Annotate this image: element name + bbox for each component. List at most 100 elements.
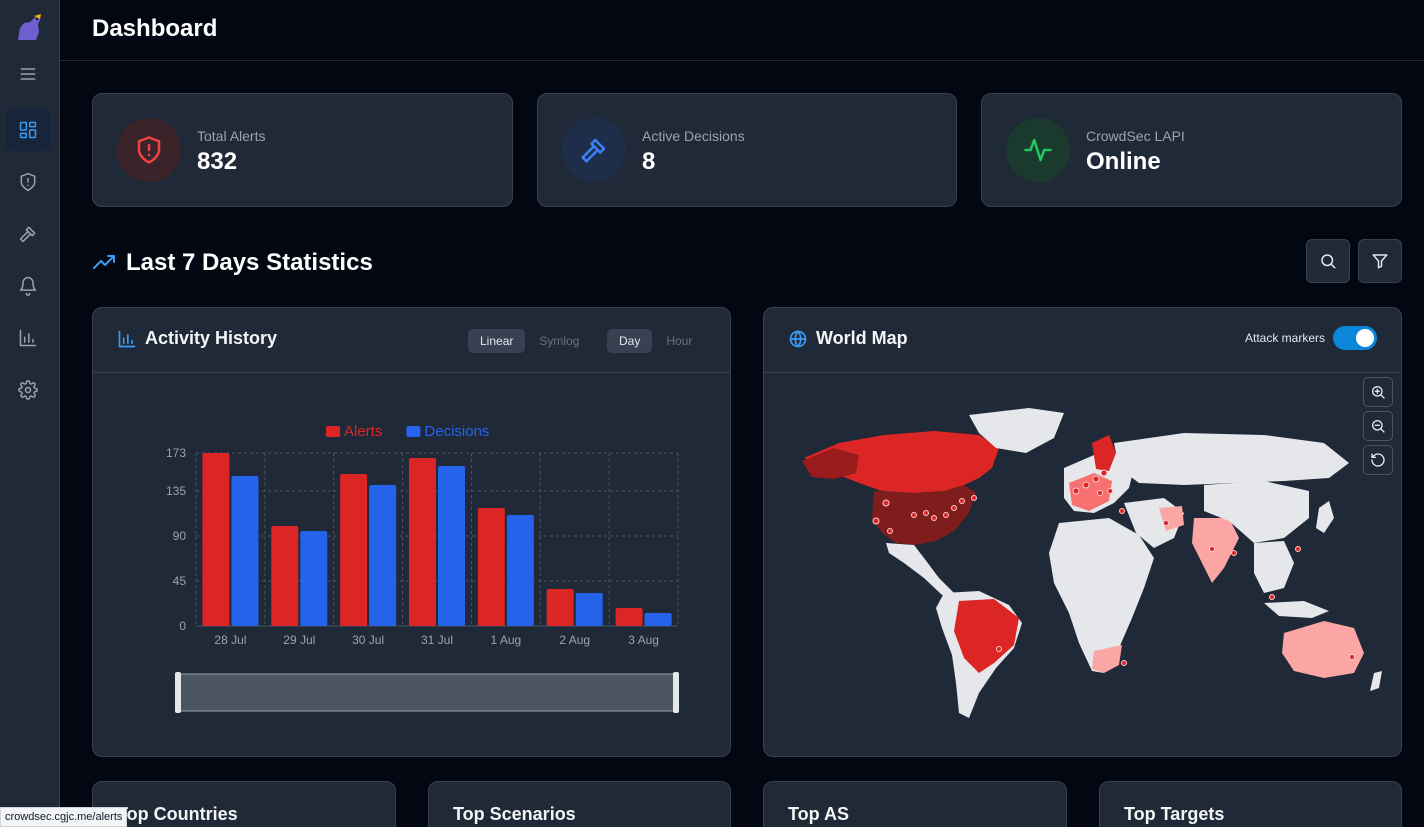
- filter-button[interactable]: [1358, 239, 1402, 283]
- top-countries-card: Top Countries: [92, 781, 396, 827]
- map-region-mexico[interactable]: [886, 543, 954, 595]
- world-map-panel: World Map Attack markers: [763, 307, 1402, 757]
- attack-marker[interactable]: [1209, 546, 1215, 552]
- attack-markers: [872, 469, 1355, 666]
- attack-marker[interactable]: [872, 517, 880, 525]
- map-region-brazil[interactable]: [954, 599, 1019, 673]
- map-region-western-europe[interactable]: [1069, 473, 1112, 511]
- card-title: Top Countries: [117, 804, 238, 824]
- range-slider-track: [176, 673, 678, 712]
- sidebar-item-decisions[interactable]: [5, 213, 51, 255]
- x-tick-label: 29 Jul: [283, 633, 315, 647]
- x-tick-label: 2 Aug: [559, 633, 590, 647]
- bar-alerts: [615, 608, 643, 626]
- attack-markers-toggle[interactable]: [1333, 326, 1377, 350]
- attack-marker[interactable]: [1072, 487, 1080, 495]
- shield-icon: [20, 172, 36, 192]
- map-region-japan[interactable]: [1316, 501, 1334, 533]
- search-button[interactable]: [1306, 239, 1350, 283]
- map-region-australia[interactable]: [1282, 621, 1364, 678]
- card-title: Top AS: [788, 804, 849, 824]
- top-as-card: Top AS: [763, 781, 1067, 827]
- attack-marker[interactable]: [943, 512, 949, 518]
- attack-marker[interactable]: [1092, 475, 1100, 483]
- zoom-in-button[interactable]: [1363, 377, 1393, 407]
- gavel-icon: [562, 118, 626, 182]
- scale-symlog-button[interactable]: Symlog: [539, 334, 580, 348]
- globe-icon: [789, 330, 807, 347]
- reset-icon: [1371, 453, 1385, 467]
- crowdsec-logo[interactable]: [14, 12, 44, 44]
- map-region-alaska[interactable]: [802, 448, 859, 479]
- map-region-new-zealand[interactable]: [1370, 671, 1382, 691]
- scale-linear-button[interactable]: Linear: [468, 329, 526, 353]
- attack-marker[interactable]: [1231, 550, 1237, 556]
- attack-marker[interactable]: [996, 646, 1002, 652]
- search-icon: [1321, 254, 1336, 269]
- attack-marker[interactable]: [911, 512, 917, 518]
- shield-alert-icon: [117, 118, 181, 182]
- attack-marker[interactable]: [1349, 654, 1355, 660]
- attack-marker[interactable]: [1163, 520, 1169, 526]
- attack-markers-label: Attack markers: [1244, 331, 1325, 345]
- attack-marker[interactable]: [882, 499, 890, 507]
- attack-marker[interactable]: [1107, 488, 1113, 494]
- filter-icon: [1372, 254, 1388, 269]
- stat-label: Active Decisions: [642, 128, 745, 144]
- sidebar-item-notifications[interactable]: [5, 265, 51, 307]
- attack-marker[interactable]: [1082, 481, 1090, 489]
- attack-marker[interactable]: [1119, 508, 1125, 514]
- sidebar-item-statistics[interactable]: [5, 317, 51, 359]
- map-region-south-africa[interactable]: [1092, 645, 1122, 673]
- zoom-out-button[interactable]: [1363, 411, 1393, 441]
- bar-decisions: [506, 515, 534, 626]
- attack-marker[interactable]: [923, 510, 929, 516]
- attack-marker[interactable]: [1097, 490, 1103, 496]
- menu-icon: [20, 68, 36, 80]
- map-region-indonesia[interactable]: [1264, 601, 1329, 618]
- attack-marker[interactable]: [1295, 546, 1301, 552]
- bar-alerts: [477, 508, 505, 626]
- map-region-africa[interactable]: [1049, 518, 1154, 673]
- activity-history-panel: Activity History Linear Symlog Day Hour …: [92, 307, 731, 757]
- stat-card-active-decisions: Active Decisions 8: [537, 93, 957, 207]
- x-tick-label: 30 Jul: [352, 633, 384, 647]
- sidebar-item-dashboard[interactable]: [5, 109, 51, 151]
- stat-value: Online: [1086, 148, 1161, 175]
- map-region-india[interactable]: [1192, 518, 1239, 583]
- interval-day-button[interactable]: Day: [607, 329, 653, 353]
- interval-toggle: Day Hour: [607, 329, 704, 353]
- map-region-greenland[interactable]: [969, 408, 1064, 453]
- attack-marker[interactable]: [1269, 594, 1275, 600]
- world-map[interactable]: [764, 373, 1402, 757]
- attack-marker[interactable]: [971, 495, 977, 501]
- legend-swatch: [406, 426, 421, 437]
- map-region-russia[interactable]: [1114, 433, 1349, 485]
- section-title: Last 7 Days Statistics: [92, 248, 373, 278]
- legend-label: Alerts: [344, 423, 382, 440]
- x-tick-label: 1 Aug: [491, 633, 522, 647]
- sidebar-item-alerts[interactable]: [5, 161, 51, 203]
- bar-decisions: [438, 466, 465, 626]
- bar-decisions: [369, 485, 397, 626]
- panel-title: Activity History: [117, 328, 277, 349]
- attack-marker[interactable]: [1121, 660, 1127, 666]
- top-scenarios-card: Top Scenarios: [428, 781, 731, 827]
- map-region-southeast-asia[interactable]: [1254, 541, 1294, 593]
- sidebar-item-settings[interactable]: [5, 369, 51, 411]
- panel-header: World Map Attack markers: [764, 308, 1401, 373]
- map-region-china[interactable]: [1204, 481, 1309, 543]
- attack-marker[interactable]: [951, 505, 957, 511]
- attack-marker[interactable]: [959, 498, 965, 504]
- stat-label: Total Alerts: [197, 128, 266, 144]
- map-region-scandinavia[interactable]: [1092, 435, 1116, 471]
- attack-marker[interactable]: [1100, 469, 1108, 477]
- bar-alerts: [340, 474, 368, 626]
- reset-zoom-button[interactable]: [1363, 445, 1393, 475]
- attack-marker[interactable]: [931, 515, 937, 521]
- y-tick-label: 90: [173, 529, 187, 543]
- attack-marker[interactable]: [887, 528, 893, 534]
- map-region-canada[interactable]: [804, 431, 999, 493]
- menu-toggle-button[interactable]: [5, 53, 51, 95]
- interval-hour-button[interactable]: Hour: [666, 334, 693, 348]
